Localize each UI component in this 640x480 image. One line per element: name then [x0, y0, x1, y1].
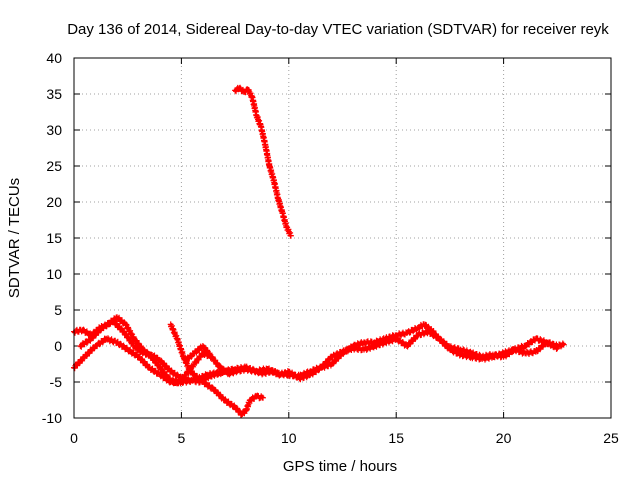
y-tick-label: -10: [42, 410, 62, 426]
x-tick-label: 15: [388, 430, 404, 446]
y-tick-label: 5: [54, 302, 62, 318]
y-tick-label: 0: [54, 338, 62, 354]
y-tick-label: 20: [46, 194, 62, 210]
x-tick-label: 10: [281, 430, 297, 446]
x-tick-label: 20: [496, 430, 512, 446]
y-tick-label: -5: [50, 374, 63, 390]
plot-frame: [73, 57, 612, 419]
axis-ticks: 0 5 10 15 20 25 -10 -5 0 5 10 15 20 25 30 35 40: [42, 50, 619, 446]
y-tick-label: 35: [46, 86, 62, 102]
x-tick-label: 25: [603, 430, 619, 446]
x-tick-label: 5: [178, 430, 186, 446]
y-tick-label: 25: [46, 158, 62, 174]
chart-title: Day 136 of 2014, Sidereal Day-to-day VTE…: [67, 21, 609, 38]
series-markers: [182, 328, 561, 383]
y-tick-label: 40: [46, 50, 62, 66]
series-track-b: [71, 335, 266, 418]
y-axis-title: SDTVAR / TECUs: [6, 178, 23, 298]
series-markers: [71, 335, 266, 418]
grid: [74, 58, 611, 418]
series-markers: [232, 84, 294, 239]
data-points: [71, 84, 567, 418]
series-track-e: [182, 328, 561, 383]
y-tick-label: 15: [46, 230, 62, 246]
y-tick-label: 10: [46, 266, 62, 282]
y-tick-label: 30: [46, 122, 62, 138]
x-axis-title: GPS time / hours: [283, 458, 397, 475]
x-tick-label: 0: [70, 430, 78, 446]
series-high-track: [232, 84, 294, 239]
